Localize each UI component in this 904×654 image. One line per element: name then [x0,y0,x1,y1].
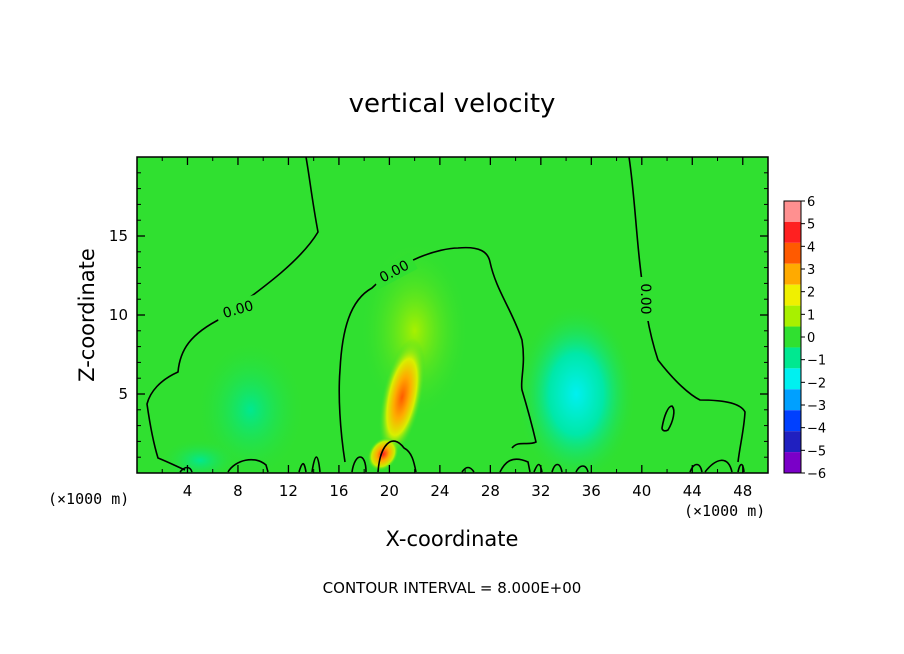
colorbar-swatch [784,410,801,432]
x-tick-label: 24 [430,482,449,500]
colorbar-label: 6 [807,195,815,210]
contour-labels: 0.00 0.00 0.00 [214,252,655,324]
zero-contour-center [338,246,537,463]
contour-interval-note: CONTOUR INTERVAL = 8.000E+00 [323,579,582,597]
colorbar-label: −1 [807,354,826,369]
colorbar-label: 2 [807,286,815,301]
plot-area [137,157,768,473]
x-axis-ticks: 4 8 12 16 20 24 28 32 36 40 44 48 [161,157,752,500]
field-feature-downdraft [516,304,637,473]
x-tick-label: 28 [481,482,500,500]
colorbar-label: 5 [807,218,815,233]
colorbar-swatch [784,452,801,473]
x-unit-right: (×1000 m) [684,502,765,520]
x-tick-label: 20 [380,482,399,500]
colorbar-label: −3 [807,399,826,414]
colorbar-label: 4 [807,240,815,255]
y-tick-label: 5 [118,385,128,403]
x-tick-label: 4 [183,482,193,500]
colorbar-swatch [784,201,801,222]
chart-title: vertical velocity [349,89,556,119]
y-axis-label: Z-coordinate [75,248,99,382]
field-feature-updraft [378,338,426,456]
closed-contour-small [661,405,675,432]
zero-contours [146,157,746,473]
field-feature-updraft [367,437,399,471]
colorbar-swatch [784,221,801,243]
colorbar-swatch [784,242,801,264]
x-axis-label: X-coordinate [386,527,519,551]
y-tick-label: 10 [109,306,128,324]
y-tick-label: 15 [109,227,128,245]
colorbar-swatch [784,431,801,453]
x-tick-label: 16 [329,482,348,500]
x-tick-label: 40 [632,482,651,500]
x-tick-label: 32 [531,482,550,500]
colorbar-swatch [784,347,801,369]
x-tick-label: 12 [279,482,298,500]
field-features [160,240,637,473]
colorbar-swatch [784,263,801,285]
colorbar-swatch [784,389,801,411]
field-feature-weak-downdraft [195,339,306,473]
colorbar-swatch [784,284,801,306]
colorbar-label: −4 [807,422,826,437]
colorbar: 6 5 4 3 2 1 0 −1 −2 −3 −4 −5 −6 [783,195,826,482]
contour-label-right: 0.00 [637,283,653,314]
x-tick-label: 36 [582,482,601,500]
colorbar-swatch [784,326,801,348]
colorbar-label: 1 [807,308,815,323]
y-axis-ticks: 5 10 15 [109,172,768,458]
x-unit-left: (×1000 m) [48,490,129,508]
field-feature-weak-downdraft [160,438,241,473]
colorbar-label: 0 [807,331,815,346]
x-tick-label: 44 [683,482,702,500]
colorbar-swatch [784,368,801,390]
zero-contour-right [628,157,746,463]
colorbar-label: 3 [807,263,815,278]
colorbar-label: −2 [807,376,826,391]
colorbar-label: −6 [807,467,826,482]
x-tick-label: 8 [233,482,243,500]
zero-contour-left [146,157,319,471]
x-tick-label: 48 [733,482,752,500]
colorbar-label: −5 [807,444,826,459]
colorbar-swatch [784,305,801,327]
